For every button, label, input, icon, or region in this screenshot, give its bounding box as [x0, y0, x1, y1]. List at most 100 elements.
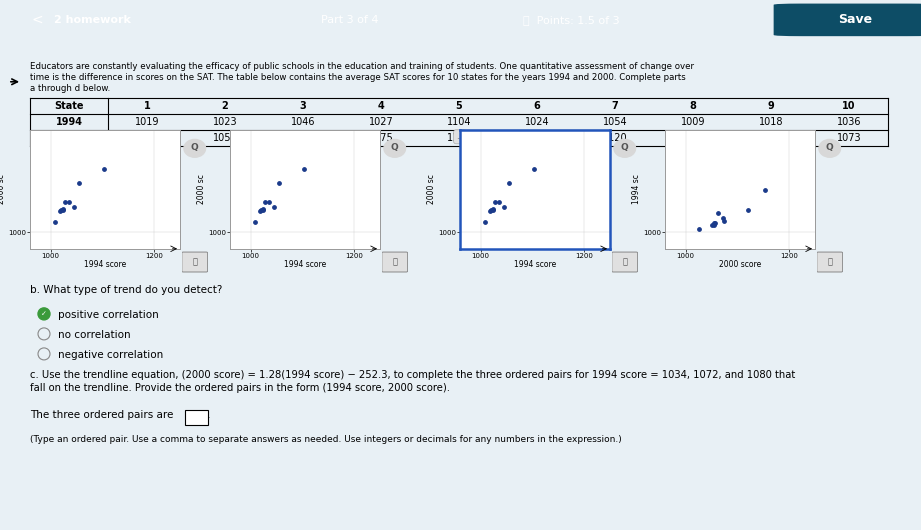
Y-axis label: 2000 sc: 2000 sc	[427, 174, 437, 204]
Text: Q: Q	[391, 144, 399, 153]
Text: 6: 6	[533, 101, 541, 111]
Text: 4: 4	[378, 101, 384, 111]
Text: 1994: 1994	[55, 117, 83, 127]
Text: 1056: 1056	[525, 133, 549, 143]
Point	[52, 207, 67, 216]
Text: ⤢: ⤢	[192, 258, 197, 267]
X-axis label: 1994 score: 1994 score	[284, 260, 326, 269]
Point	[253, 206, 268, 214]
Text: 1027: 1027	[368, 117, 393, 127]
Text: fall on the trendline. Provide the ordered pairs in the form (1994 score, 2000 s: fall on the trendline. Provide the order…	[30, 383, 450, 393]
Text: (Type an ordered pair. Use a comma to separate answers as needed. Use integers o: (Type an ordered pair. Use a comma to se…	[30, 435, 622, 444]
Text: 1054: 1054	[213, 133, 238, 143]
Point	[67, 202, 82, 211]
Point	[492, 198, 507, 207]
Text: 2: 2	[222, 101, 228, 111]
Point	[267, 202, 282, 211]
Text: 2 homework: 2 homework	[53, 15, 131, 25]
Point	[256, 205, 271, 214]
Point	[272, 179, 286, 188]
Text: <: <	[31, 13, 42, 27]
Point	[484, 206, 498, 214]
Point	[717, 214, 731, 222]
Text: 1009: 1009	[681, 117, 705, 127]
Point	[710, 209, 725, 218]
Point	[255, 206, 270, 215]
Text: 1024: 1024	[525, 117, 549, 127]
Text: Part 3 of 4: Part 3 of 4	[321, 15, 379, 25]
Text: 5: 5	[456, 101, 462, 111]
Point	[71, 179, 86, 188]
FancyBboxPatch shape	[774, 4, 921, 36]
Circle shape	[819, 139, 841, 157]
Text: Q: Q	[826, 144, 834, 153]
Point	[483, 207, 497, 216]
Text: 1104: 1104	[447, 117, 472, 127]
Text: ...: ...	[456, 132, 464, 142]
Point	[48, 218, 63, 226]
Text: Educators are constantly evaluating the efficacy of public schools in the educat: Educators are constantly evaluating the …	[30, 62, 694, 71]
Point	[707, 218, 722, 227]
Point	[692, 224, 706, 233]
Text: Q: Q	[621, 144, 629, 153]
Text: 2000: 2000	[55, 133, 83, 143]
Text: .: .	[207, 410, 211, 420]
FancyBboxPatch shape	[612, 252, 637, 272]
Text: 1055: 1055	[134, 133, 159, 143]
Point	[57, 197, 72, 206]
Text: Save: Save	[837, 13, 872, 26]
Point	[497, 202, 512, 211]
Text: 3: 3	[299, 101, 307, 111]
Text: 7: 7	[612, 101, 618, 111]
Text: time is the difference in scores on the SAT. The table below contains the averag: time is the difference in scores on the …	[30, 73, 686, 82]
Text: ⓘ  Points: 1.5 of 3: ⓘ Points: 1.5 of 3	[523, 15, 619, 25]
FancyBboxPatch shape	[382, 252, 408, 272]
FancyBboxPatch shape	[184, 410, 207, 426]
Y-axis label: 1994 sc: 1994 sc	[633, 174, 641, 204]
Point	[55, 206, 70, 215]
Text: 9: 9	[767, 101, 775, 111]
Text: 1073: 1073	[836, 133, 861, 143]
Point	[758, 186, 773, 194]
Text: positive correlation: positive correlation	[58, 310, 158, 320]
Point	[487, 197, 502, 206]
Text: 1046: 1046	[291, 117, 315, 127]
Text: The three ordered pairs are: The three ordered pairs are	[30, 410, 177, 420]
Text: ⤢: ⤢	[392, 258, 397, 267]
Text: 1062: 1062	[291, 133, 315, 143]
Y-axis label: 2000 sc: 2000 sc	[197, 174, 206, 204]
Text: b. What type of trend do you detect?: b. What type of trend do you detect?	[30, 285, 222, 295]
Point	[297, 165, 312, 173]
Text: c. Use the trendline equation, (2000 score) = 1.28(1994 score) − 252.3, to compl: c. Use the trendline equation, (2000 sco…	[30, 370, 795, 380]
Point	[248, 218, 262, 226]
Text: Q: Q	[191, 144, 199, 153]
Point	[501, 179, 516, 188]
X-axis label: 1994 score: 1994 score	[84, 260, 126, 269]
Circle shape	[184, 139, 205, 157]
Circle shape	[384, 139, 405, 157]
Text: 1: 1	[144, 101, 150, 111]
Point	[527, 165, 542, 173]
Text: ⤢: ⤢	[623, 258, 627, 267]
Text: 1154: 1154	[447, 133, 472, 143]
Text: a through d below.: a through d below.	[30, 84, 111, 93]
Point	[97, 165, 111, 173]
Text: State: State	[54, 101, 84, 111]
Text: 8: 8	[690, 101, 696, 111]
Text: no correlation: no correlation	[58, 330, 131, 340]
Point	[252, 207, 267, 216]
Y-axis label: 2000 sc: 2000 sc	[0, 174, 6, 204]
Point	[717, 217, 732, 226]
Text: 1051: 1051	[759, 133, 784, 143]
X-axis label: 1994 score: 1994 score	[514, 260, 556, 269]
Text: 1054: 1054	[602, 117, 627, 127]
Text: ⤢: ⤢	[827, 258, 833, 267]
FancyBboxPatch shape	[181, 252, 207, 272]
Point	[485, 205, 500, 214]
Text: 1120: 1120	[602, 133, 627, 143]
Point	[262, 198, 276, 207]
Text: 1019: 1019	[134, 117, 159, 127]
Point	[705, 220, 719, 229]
Circle shape	[614, 139, 635, 157]
Text: 1075: 1075	[368, 133, 393, 143]
